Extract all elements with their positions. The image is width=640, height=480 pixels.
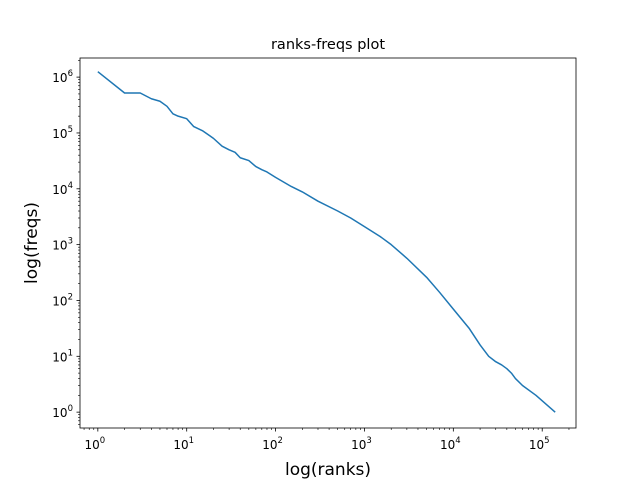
y-tick-label: 100 xyxy=(52,404,73,420)
x-tick-label: 100 xyxy=(84,436,105,452)
y-tick-labels: 100 101 102 103 104 105 106 xyxy=(52,69,73,420)
y-tick-label: 101 xyxy=(52,348,73,364)
y-tick-label: 104 xyxy=(52,181,73,197)
y-tick-label: 105 xyxy=(52,125,73,141)
major-ticks xyxy=(76,76,543,432)
x-tick-label: 102 xyxy=(262,436,283,452)
x-tick-label: 103 xyxy=(351,436,372,452)
y-tick-label: 106 xyxy=(52,69,73,85)
y-tick-label: 103 xyxy=(52,237,73,253)
x-tick-label: 105 xyxy=(529,436,550,452)
x-tick-label: 104 xyxy=(440,436,461,452)
ranks-freqs-series-line xyxy=(97,71,556,413)
plot-area-frame xyxy=(79,57,577,429)
x-tick-label: 101 xyxy=(173,436,194,452)
chart-title: ranks-freqs plot xyxy=(271,37,385,53)
y-tick-label: 102 xyxy=(52,292,73,308)
x-axis-label: log(ranks) xyxy=(285,460,371,480)
y-axis-label: log(freqs) xyxy=(22,202,42,284)
x-tick-labels: 100 101 102 103 104 105 xyxy=(84,436,549,452)
